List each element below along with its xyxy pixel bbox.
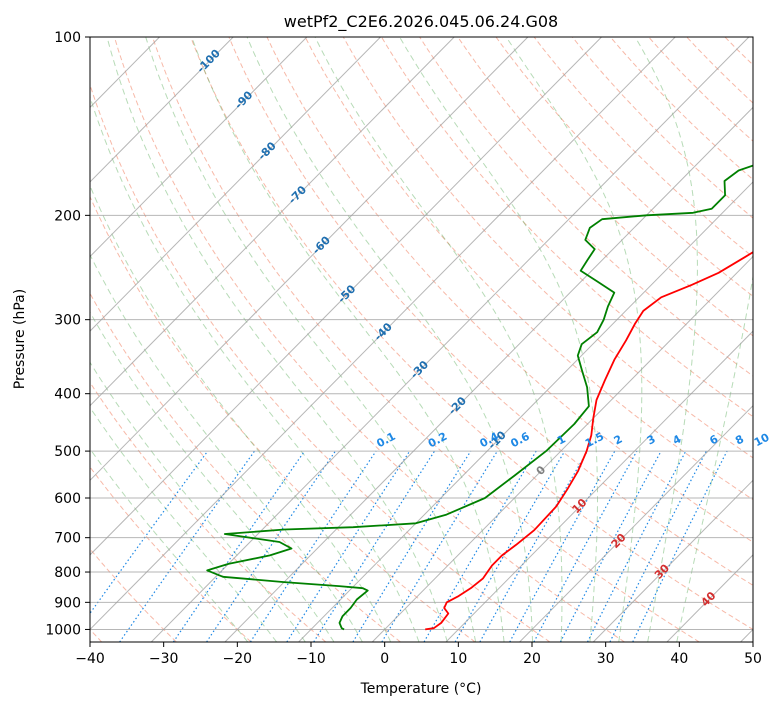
dry-adiabat-line xyxy=(90,195,476,642)
mixing-ratio-label: 10 xyxy=(752,431,772,450)
x-tick-label: −10 xyxy=(296,651,326,667)
y-tick-label: 100 xyxy=(54,30,81,46)
isotherm-line xyxy=(90,37,455,407)
moist-adiabat-line xyxy=(90,406,278,642)
y-tick-label: 800 xyxy=(54,565,81,581)
temperature-line xyxy=(425,251,753,631)
isotherm-line xyxy=(90,37,529,482)
dry-adiabat-line xyxy=(190,37,753,630)
plot-frame xyxy=(89,36,754,643)
mixing-ratio-line xyxy=(286,450,411,642)
sounding-profiles xyxy=(206,164,753,631)
y-tick-label: 600 xyxy=(54,491,81,507)
moist-adiabat-line xyxy=(90,95,420,642)
x-tick-label: 30 xyxy=(597,651,615,667)
dry-adiabat-line xyxy=(90,548,177,642)
mixing-ratio-line xyxy=(632,450,728,642)
y-axis-label: Pressure (hPa) xyxy=(12,289,28,389)
isotherm-line xyxy=(592,479,753,642)
mixing-ratio-line xyxy=(172,450,306,642)
dry-adiabat-line xyxy=(304,37,753,501)
dry-adiabat-line xyxy=(419,37,753,377)
isotherm-line xyxy=(371,255,753,642)
y-tick-label: 400 xyxy=(54,387,81,403)
dry-adiabat-line xyxy=(113,37,625,642)
isotherm-line xyxy=(445,330,753,642)
isotherm-line xyxy=(90,37,308,258)
moist-adiabat-line xyxy=(314,37,563,642)
moist-adiabat-line xyxy=(246,37,534,642)
mixing-ratio-line xyxy=(249,450,377,642)
isotherm-line xyxy=(150,37,750,642)
moist-adiabat-line xyxy=(90,253,363,642)
x-axis: −40 −30 −20 −10 0 10 20 30 40 50 xyxy=(75,642,762,667)
mixing-ratio-line xyxy=(313,450,436,642)
isotherm-line xyxy=(519,404,753,642)
dry-adiabat-line xyxy=(457,37,753,337)
y-tick-label: 200 xyxy=(54,208,81,224)
mixing-ratio-line xyxy=(206,450,336,642)
isotherm-line xyxy=(90,37,602,556)
isotherm-line xyxy=(224,106,753,642)
x-tick-label: 0 xyxy=(380,651,389,667)
mixing-ratio-line xyxy=(381,450,498,642)
x-tick-label: 10 xyxy=(449,651,467,667)
isotherm-line xyxy=(90,37,234,183)
x-tick-label: −40 xyxy=(75,651,105,667)
dry-adiabat-line xyxy=(152,37,700,642)
moist-adiabat-line xyxy=(90,448,249,642)
chart-title: wetPf2_C2E6.2026.045.06.24.G08 xyxy=(284,12,558,32)
isotherm-line xyxy=(90,37,676,631)
y-tick-label: 300 xyxy=(54,313,81,329)
y-tick-label: 900 xyxy=(54,595,81,611)
moist-adiabat-line xyxy=(90,311,335,642)
moist-adiabat-line xyxy=(90,361,306,642)
dry-adiabat-line xyxy=(90,292,401,642)
dewpoint-line xyxy=(206,164,753,631)
background-lines xyxy=(90,37,753,642)
dry-adiabat-line xyxy=(342,37,753,459)
mixing-ratio-line xyxy=(533,450,638,642)
isotherm-line xyxy=(298,181,753,642)
moist-adiabat-line xyxy=(145,37,477,642)
x-tick-label: 40 xyxy=(670,651,688,667)
moist-adiabat-line xyxy=(634,37,698,642)
x-axis-label: Temperature (°C) xyxy=(360,681,482,697)
moist-adiabat-line xyxy=(191,37,505,642)
y-axis: 1000 900 800 700 600 500 400 300 200 100 xyxy=(45,30,90,638)
x-tick-label: −30 xyxy=(149,651,179,667)
moist-adiabat-line xyxy=(676,273,753,642)
y-tick-label: 1000 xyxy=(45,622,81,638)
mixing-ratio-line xyxy=(509,450,616,642)
moist-adiabat-line xyxy=(399,37,598,642)
mixing-ratio-line xyxy=(90,450,209,615)
moist-adiabat-line xyxy=(106,37,448,642)
y-tick-label: 500 xyxy=(54,444,81,460)
moist-adiabat-line xyxy=(90,184,392,642)
x-tick-label: −20 xyxy=(223,651,253,667)
x-tick-label: 20 xyxy=(523,651,541,667)
mixing-ratio-line xyxy=(609,450,707,642)
y-tick-label: 700 xyxy=(54,531,81,547)
moist-adiabat-line xyxy=(505,37,643,642)
x-tick-label: 50 xyxy=(744,651,762,667)
mixing-ratio-line xyxy=(352,450,472,642)
isotherm-line xyxy=(90,37,381,332)
